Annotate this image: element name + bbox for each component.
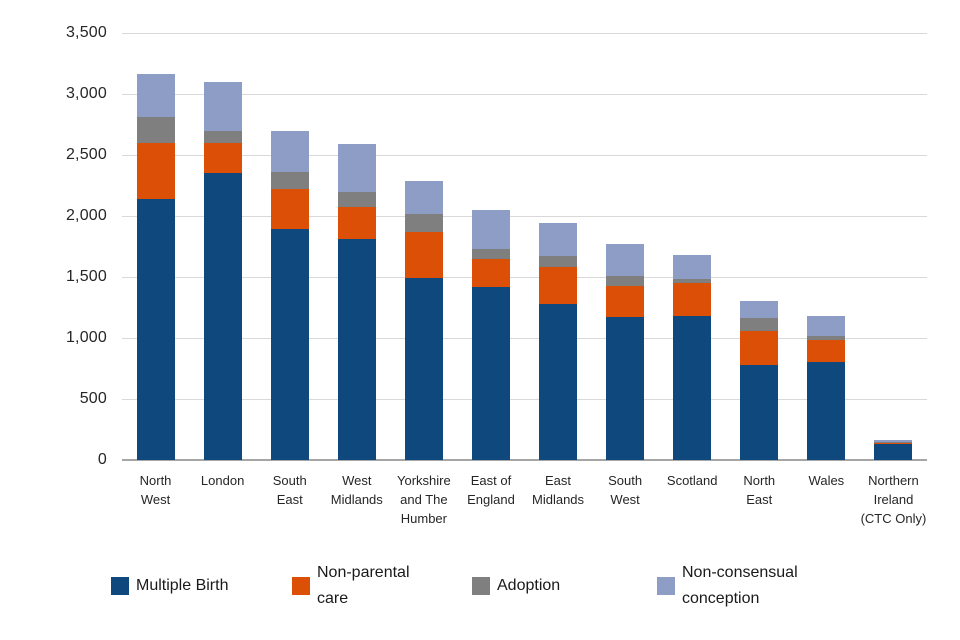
bar-segment-south-west-non-consensual-conception <box>606 244 645 276</box>
bar-segment-east-midlands-non-parental-care <box>539 267 578 304</box>
x-axis-label-north-west: North West <box>139 473 172 507</box>
bar-segment-south-east-multiple-birth <box>270 229 309 460</box>
bar-segment-north-east-adoption <box>740 318 779 331</box>
x-axis-label-east-midlands: East Midlands <box>532 473 585 507</box>
bar-segment-london-non-consensual-conception <box>203 81 242 131</box>
bar-segment-scotland-non-parental-care <box>673 283 712 317</box>
bar-segment-wales-multiple-birth <box>807 362 846 460</box>
bar-segment-east-midlands-multiple-birth <box>539 303 578 460</box>
bar-segment-wales-non-consensual-conception <box>807 316 846 336</box>
y-tick-label-2-500: 2,500 <box>65 146 107 163</box>
bar-segment-south-east-non-consensual-conception <box>270 130 309 173</box>
bar-segment-south-east-adoption <box>270 172 309 190</box>
bar-segment-northern-ireland-ctc-only-adoption <box>874 441 913 443</box>
bar-segment-london-adoption <box>203 130 242 143</box>
x-axis-label-south-west: South West <box>608 473 643 507</box>
bar-segment-south-east-non-parental-care <box>270 189 309 230</box>
gridline-2-000 <box>122 215 927 217</box>
legend-swatch-adoption-icon <box>472 577 490 595</box>
bar-segment-yorkshire-and-the-humber-non-parental-care <box>404 231 443 279</box>
bar-segment-northern-ireland-ctc-only-multiple-birth <box>874 444 913 460</box>
bar-segment-wales-non-parental-care <box>807 340 846 363</box>
bar-segment-east-of-england-non-consensual-conception <box>471 209 510 249</box>
y-tick-label-3-000: 3,000 <box>65 85 107 102</box>
gridline-3-000 <box>122 93 927 95</box>
bar-segment-west-midlands-multiple-birth <box>337 239 376 460</box>
bar-segment-east-of-england-adoption <box>471 248 510 259</box>
y-tick-label-0: 0 <box>97 451 107 468</box>
bar-segment-north-west-adoption <box>136 117 175 143</box>
legend-label-multiple-birth: Multiple Birth <box>136 577 229 594</box>
bar-segment-london-multiple-birth <box>203 173 242 460</box>
bar-segment-north-east-non-parental-care <box>740 330 779 365</box>
legend-item-multiple-birth: Multiple Birth <box>111 573 228 599</box>
gridline-1-000 <box>122 337 927 339</box>
bar-segment-wales-adoption <box>807 335 846 341</box>
legend-item-non-consensual-conception: Non-consensual conception <box>657 560 798 612</box>
gridline-500 <box>122 398 927 400</box>
bar-segment-northern-ireland-ctc-only-non-parental-care <box>874 442 913 445</box>
bar-segment-north-east-non-consensual-conception <box>740 301 779 319</box>
bar-segment-north-west-multiple-birth <box>136 198 175 460</box>
y-tick-label-3-500: 3,500 <box>65 24 107 41</box>
bar-segment-north-west-non-consensual-conception <box>136 74 175 118</box>
legend-swatch-non-consensual-conception-icon <box>657 577 675 595</box>
gridline-3-500 <box>122 32 927 34</box>
bar-segment-west-midlands-adoption <box>337 191 376 208</box>
bar-segment-yorkshire-and-the-humber-non-consensual-conception <box>404 180 443 214</box>
bar-segment-east-midlands-adoption <box>539 256 578 268</box>
bar-segment-west-midlands-non-parental-care <box>337 207 376 240</box>
bar-segment-london-non-parental-care <box>203 142 242 174</box>
bar-segment-northern-ireland-ctc-only-non-consensual-conception <box>874 439 913 442</box>
bar-segment-north-west-non-parental-care <box>136 142 175 199</box>
bar-segment-east-of-england-non-parental-care <box>471 258 510 287</box>
legend-label-non-consensual-conception: Non-consensual conception <box>682 564 798 607</box>
legend-label-non-parental-care: Non-parental care <box>317 564 410 607</box>
y-tick-label-1-000: 1,000 <box>65 329 107 346</box>
y-tick-label-2-000: 2,000 <box>65 207 107 224</box>
bar-segment-north-east-multiple-birth <box>740 364 779 460</box>
x-axis-label-northern-ireland-ctc-only: Northern Ireland (CTC Only) <box>860 473 927 526</box>
bar-segment-yorkshire-and-the-humber-multiple-birth <box>404 278 443 460</box>
x-axis-label-east-of-england: East of England <box>467 473 515 507</box>
bar-segment-scotland-non-consensual-conception <box>673 255 712 280</box>
y-tick-label-1-500: 1,500 <box>65 268 107 285</box>
x-axis-label-west-midlands: West Midlands <box>330 473 383 507</box>
bar-segment-west-midlands-non-consensual-conception <box>337 144 376 192</box>
x-axis-line <box>122 459 927 461</box>
bar-segment-east-midlands-non-consensual-conception <box>539 223 578 257</box>
legend-swatch-multiple-birth-icon <box>111 577 129 595</box>
legend-swatch-non-parental-care-icon <box>292 577 310 595</box>
bar-segment-scotland-adoption <box>673 279 712 284</box>
bar-segment-south-west-adoption <box>606 275 645 286</box>
bar-segment-east-of-england-multiple-birth <box>471 286 510 460</box>
x-axis-label-scotland: Scotland <box>666 473 718 488</box>
bar-segment-scotland-multiple-birth <box>673 316 712 460</box>
legend-item-adoption: Adoption <box>472 573 560 599</box>
x-axis-label-north-east: North East <box>743 473 776 507</box>
x-axis-label-south-east: South East <box>272 473 307 507</box>
x-axis-label-wales: Wales <box>808 473 845 488</box>
gridline-2-500 <box>122 154 927 156</box>
legend-item-non-parental-care: Non-parental care <box>292 560 410 612</box>
x-axis-label-london: London <box>200 473 245 488</box>
bar-segment-south-west-non-parental-care <box>606 285 645 318</box>
legend-label-adoption: Adoption <box>497 577 561 594</box>
y-tick-label-500: 500 <box>79 390 107 407</box>
bar-segment-south-west-multiple-birth <box>606 317 645 460</box>
x-axis-label-yorkshire-and-the-humber: Yorkshire and The Humber <box>397 473 451 526</box>
gridline-1-500 <box>122 276 927 278</box>
bar-segment-yorkshire-and-the-humber-adoption <box>404 213 443 232</box>
